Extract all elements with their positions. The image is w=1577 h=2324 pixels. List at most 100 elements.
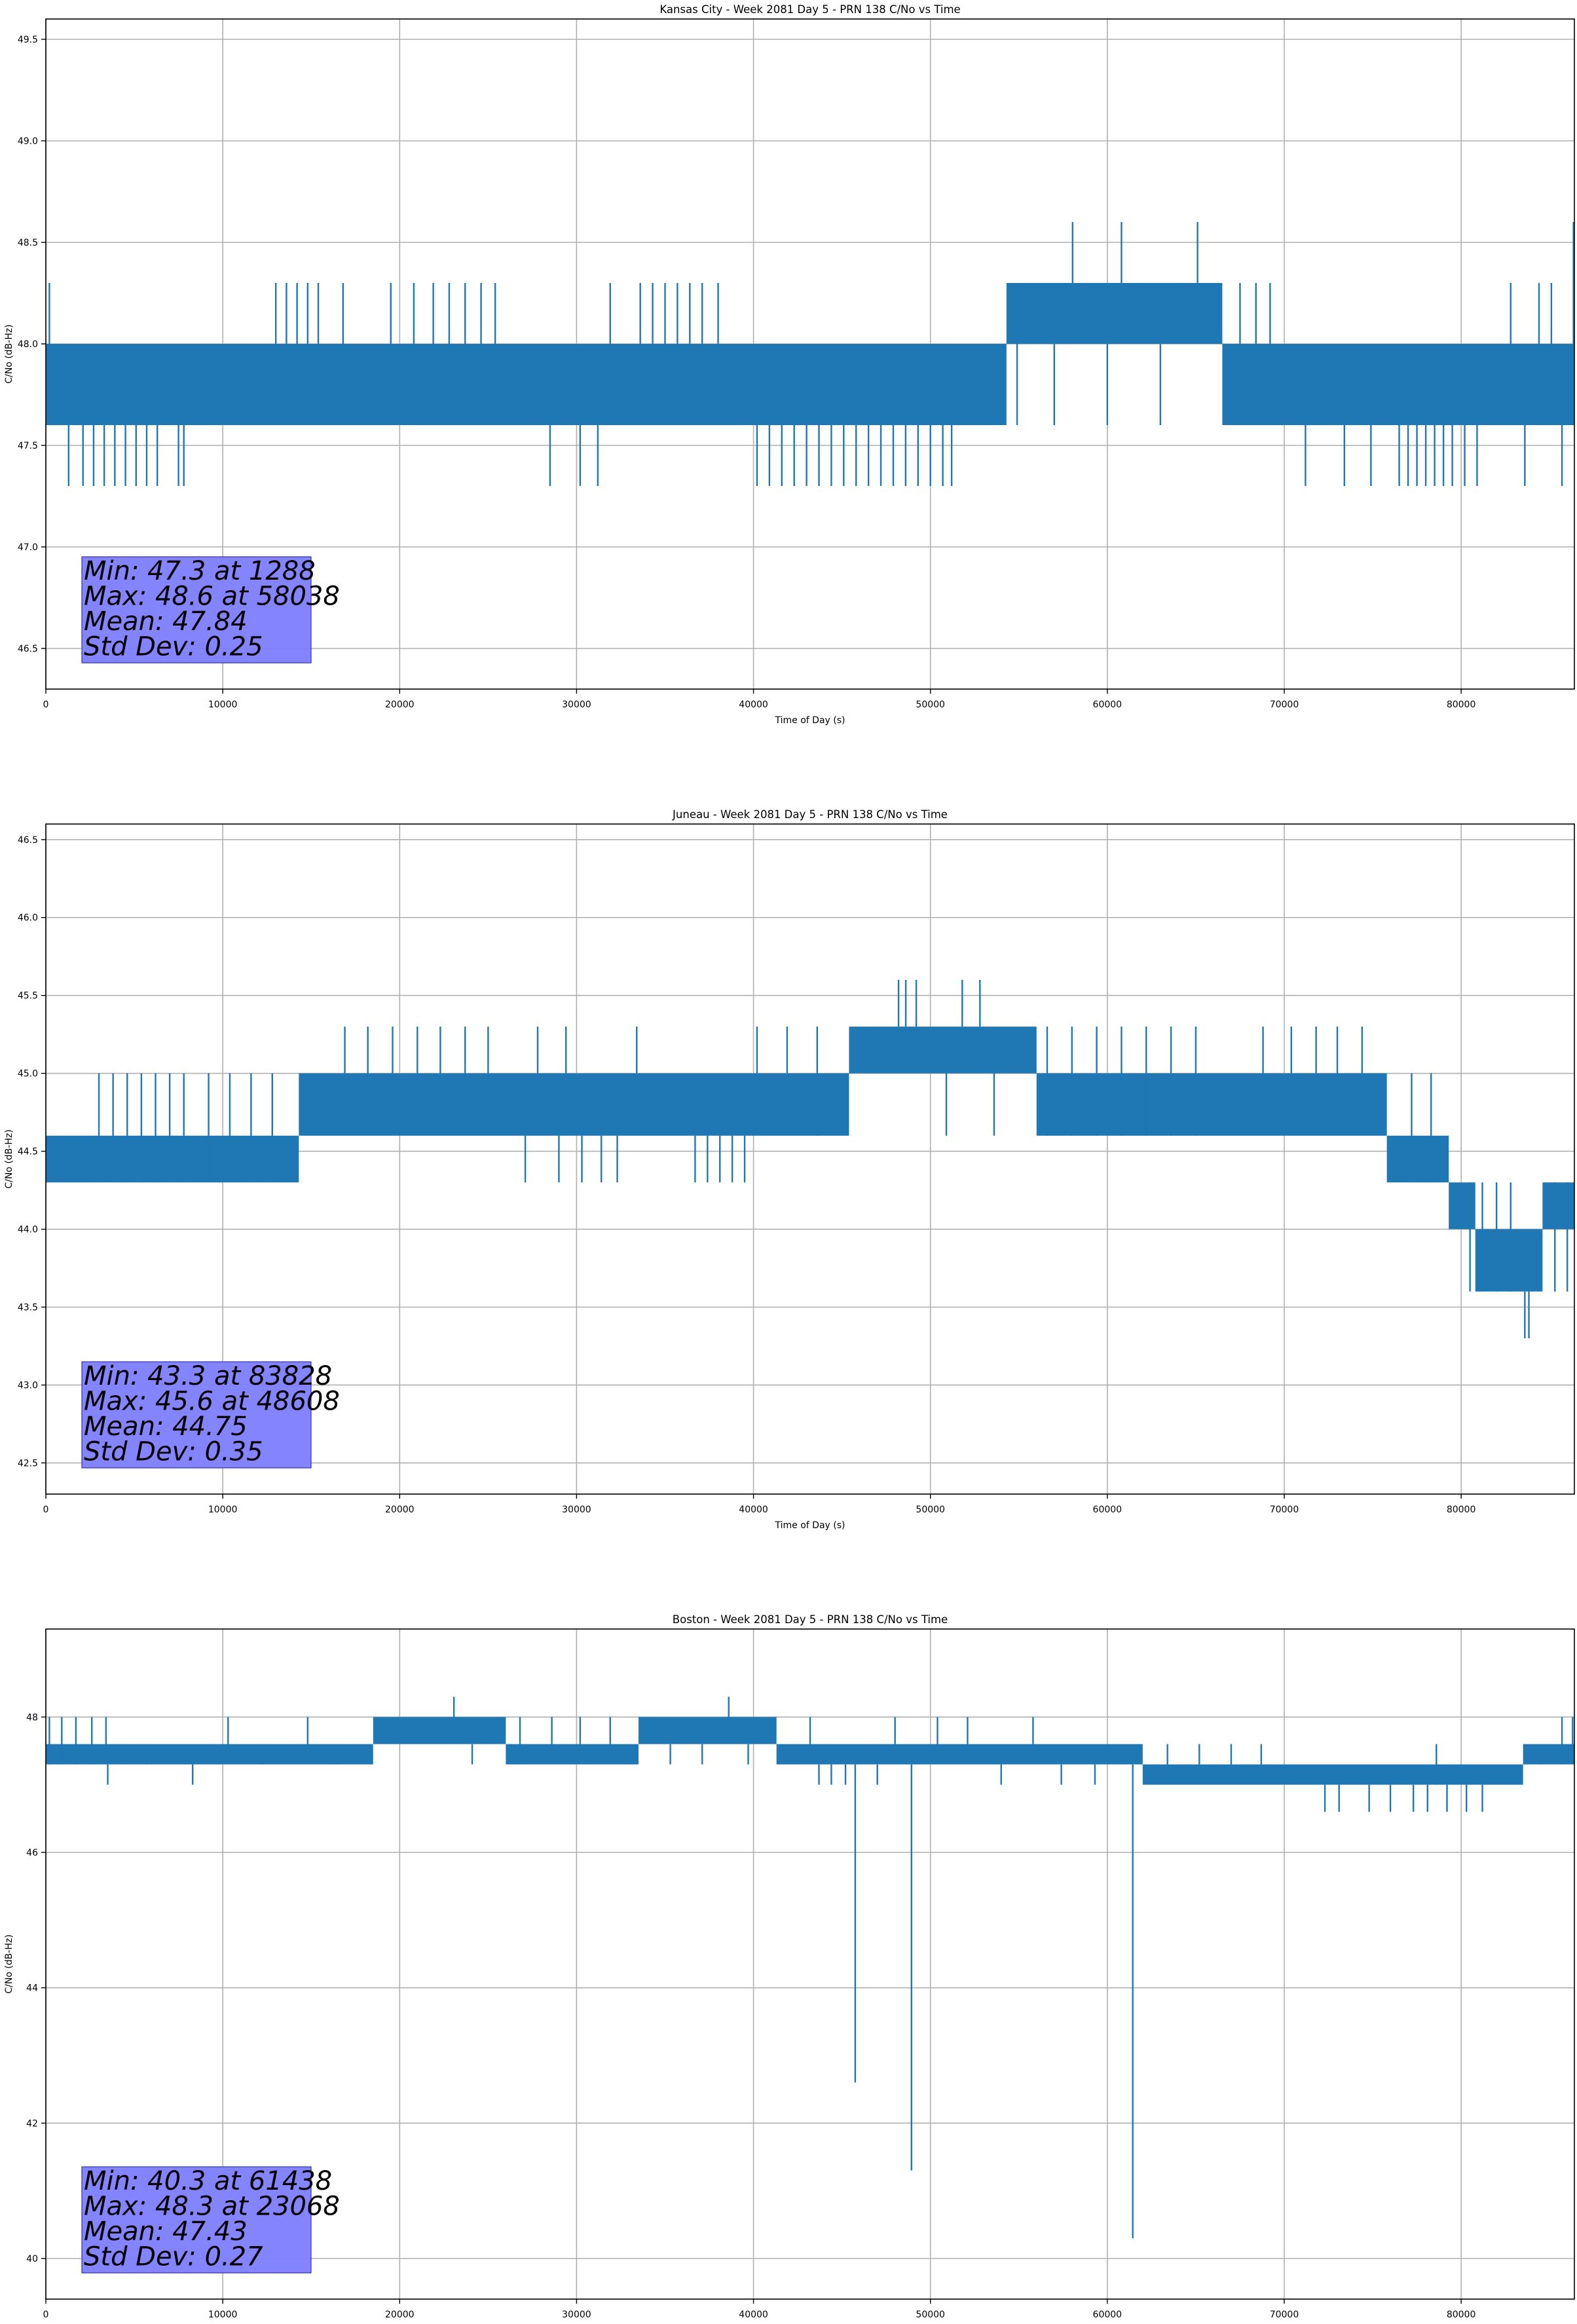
data-band <box>506 1744 639 1765</box>
stats-line: Mean: 47.43 <box>84 2217 248 2247</box>
y-tick-label: 48.5 <box>18 238 38 248</box>
x-tick-label: 80000 <box>1447 2310 1476 2320</box>
x-tick-label: 60000 <box>1093 700 1122 710</box>
chart-title: Juneau - Week 2081 Day 5 - PRN 138 C/No … <box>672 808 948 821</box>
x-tick-label: 20000 <box>385 1505 415 1515</box>
y-axis-label: C/No (dB-Hz) <box>4 324 14 383</box>
y-tick-label: 44.0 <box>18 1225 38 1235</box>
data-band <box>1449 1182 1475 1229</box>
data-band <box>373 1717 506 1744</box>
x-tick-label: 50000 <box>916 2310 945 2320</box>
data-band <box>1006 283 1223 344</box>
y-tick-label: 46 <box>26 1848 38 1858</box>
y-tick-label: 42.5 <box>18 1458 38 1469</box>
x-tick-label: 30000 <box>562 700 591 710</box>
x-tick-label: 40000 <box>739 1505 768 1515</box>
x-tick-label: 80000 <box>1447 700 1476 710</box>
stats-line: Mean: 47.84 <box>84 607 248 637</box>
x-tick-label: 10000 <box>208 700 238 710</box>
chart-title: Kansas City - Week 2081 Day 5 - PRN 138 … <box>659 3 960 16</box>
x-tick-label: 20000 <box>385 700 415 710</box>
plot-frame <box>45 18 1575 690</box>
data-band <box>1036 1073 1387 1136</box>
x-tick-label: 40000 <box>739 2310 768 2320</box>
x-tick-label: 0 <box>43 2310 49 2320</box>
stats-box-background <box>81 2166 312 2274</box>
x-tick-label: 60000 <box>1093 2310 1122 2320</box>
stats-box-background <box>81 1361 312 1469</box>
chart-title: Boston - Week 2081 Day 5 - PRN 138 C/No … <box>673 1613 948 1626</box>
x-axis-label: Time of Day (s) <box>775 715 845 726</box>
y-axis-label: C/No (dB-Hz) <box>4 1129 14 1188</box>
series-line <box>46 222 1574 486</box>
data-band <box>1523 1744 1574 1765</box>
chart-panel: 0 10000 20000 30000 40000 50000 60000 70000 8000… <box>4 1613 1575 2320</box>
stats-line: Min: 40.3 at 61438 <box>84 2166 332 2196</box>
y-tick-label: 44.5 <box>18 1147 38 1157</box>
y-tick-label: 45.0 <box>18 1069 38 1079</box>
x-tick-label: 30000 <box>562 1505 591 1515</box>
stats-line: Min: 43.3 at 83828 <box>84 1361 332 1391</box>
x-tick-label: 0 <box>43 700 49 710</box>
y-tick-label: 42 <box>26 2118 38 2129</box>
data-band <box>46 1744 373 1765</box>
stats-line: Max: 48.3 at 23068 <box>84 2192 340 2222</box>
x-tick-label: 10000 <box>208 2310 238 2320</box>
x-tick-label: 30000 <box>562 2310 591 2320</box>
stats-line: Max: 45.6 at 48608 <box>84 1387 340 1417</box>
y-tick-label: 49.5 <box>18 35 38 45</box>
data-band <box>1222 344 1574 425</box>
data-band <box>299 1073 849 1136</box>
chart-panel: 0 10000 20000 30000 40000 50000 60000 70000 8000… <box>4 3 1575 726</box>
x-tick-label: 50000 <box>916 700 945 710</box>
y-tick-label: 49.0 <box>18 136 38 147</box>
y-tick-label: 46.5 <box>18 644 38 654</box>
data-band <box>849 1026 1037 1074</box>
y-tick-label: 46.0 <box>18 913 38 924</box>
y-tick-label: 45.5 <box>18 991 38 1002</box>
stats-line: Mean: 44.75 <box>84 1412 248 1442</box>
x-tick-label: 70000 <box>1270 2310 1299 2320</box>
chart-panel: 0 10000 20000 30000 40000 50000 60000 70000 8000… <box>4 808 1575 1531</box>
x-axis-label: Time of Day (s) <box>775 1520 845 1531</box>
x-tick-label: 70000 <box>1270 1505 1299 1515</box>
x-tick-label: 10000 <box>208 1505 238 1515</box>
data-band <box>638 1717 777 1744</box>
y-tick-label: 47.5 <box>18 441 38 451</box>
y-tick-label: 43.5 <box>18 1303 38 1313</box>
data-band <box>1475 1229 1543 1292</box>
x-tick-label: 40000 <box>739 700 768 710</box>
stats-line: Std Dev: 0.25 <box>84 632 263 662</box>
data-band <box>1386 1135 1449 1183</box>
x-tick-label: 0 <box>43 1505 49 1515</box>
y-tick-label: 44 <box>26 1983 38 1994</box>
series-line <box>46 979 1574 1339</box>
plot-frame <box>45 823 1575 1495</box>
x-tick-label: 80000 <box>1447 1505 1476 1515</box>
data-band <box>46 1135 299 1183</box>
plot-frame <box>45 1628 1575 2300</box>
series-line <box>46 1696 1574 2238</box>
x-tick-label: 50000 <box>916 1505 945 1515</box>
data-band <box>46 344 1007 425</box>
x-tick-label: 70000 <box>1270 700 1299 710</box>
y-axis-label: C/No (dB-Hz) <box>4 1934 14 1993</box>
y-tick-label: 48.0 <box>18 339 38 350</box>
y-tick-label: 47.0 <box>18 542 38 553</box>
x-tick-label: 60000 <box>1093 1505 1122 1515</box>
data-band <box>1142 1764 1523 1785</box>
stats-line: Max: 48.6 at 58038 <box>84 582 340 612</box>
data-band <box>1542 1182 1574 1229</box>
stats-line: Min: 47.3 at 1288 <box>84 556 316 586</box>
x-tick-label: 20000 <box>385 2310 415 2320</box>
stats-line: Std Dev: 0.27 <box>84 2242 263 2272</box>
stats-line: Std Dev: 0.35 <box>84 1437 263 1467</box>
y-tick-label: 43.0 <box>18 1380 38 1391</box>
y-tick-label: 48 <box>26 1712 38 1723</box>
y-tick-label: 40 <box>26 2254 38 2264</box>
stats-box-background <box>81 556 312 664</box>
